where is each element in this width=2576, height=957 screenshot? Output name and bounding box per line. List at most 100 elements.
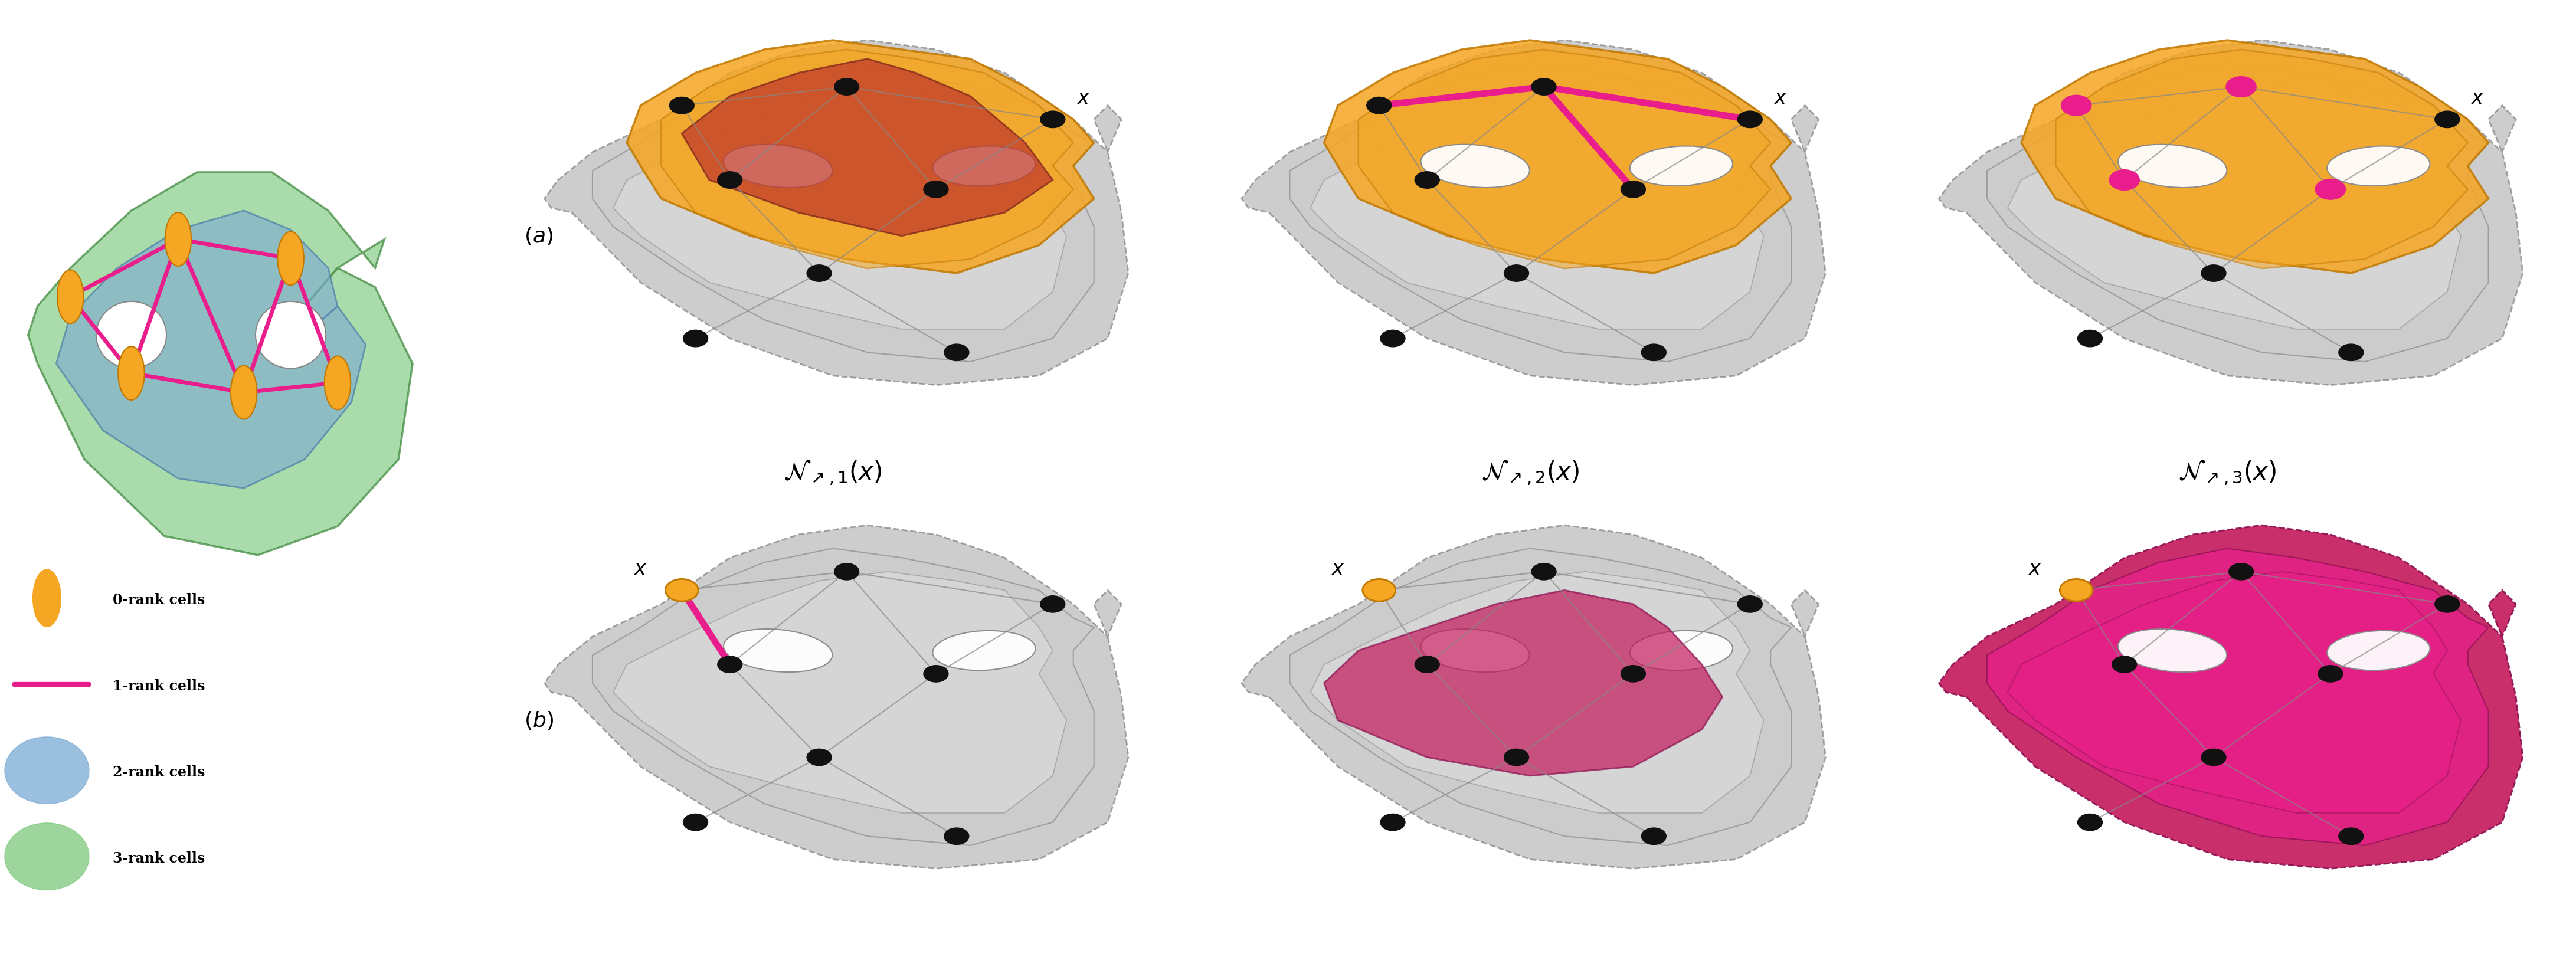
Circle shape bbox=[806, 265, 832, 281]
Circle shape bbox=[1363, 579, 1396, 601]
Polygon shape bbox=[1242, 40, 1826, 385]
Circle shape bbox=[925, 181, 948, 198]
Polygon shape bbox=[1986, 548, 2488, 845]
Title: $\mathcal{N}_{\nearrow,3}(x)$: $\mathcal{N}_{\nearrow,3}(x)$ bbox=[2179, 459, 2277, 487]
Circle shape bbox=[945, 828, 969, 844]
Text: $x$: $x$ bbox=[634, 559, 647, 579]
Ellipse shape bbox=[2117, 145, 2226, 188]
Circle shape bbox=[2061, 95, 2092, 116]
Circle shape bbox=[2112, 657, 2136, 673]
Text: 1-rank cells: 1-rank cells bbox=[113, 679, 206, 693]
Ellipse shape bbox=[1631, 631, 1734, 671]
Text: 2-rank cells: 2-rank cells bbox=[113, 766, 206, 779]
Circle shape bbox=[2202, 265, 2226, 281]
Circle shape bbox=[232, 366, 258, 419]
Polygon shape bbox=[1940, 525, 2522, 869]
Circle shape bbox=[1533, 564, 1556, 580]
Ellipse shape bbox=[724, 629, 832, 672]
Circle shape bbox=[1504, 749, 1528, 766]
Circle shape bbox=[1381, 330, 1404, 346]
Circle shape bbox=[719, 657, 742, 673]
Title: $\mathcal{N}_{\searrow,2}(x)$: $\mathcal{N}_{\searrow,2}(x)$ bbox=[1481, 0, 1579, 2]
Circle shape bbox=[1641, 344, 1667, 361]
Polygon shape bbox=[2022, 40, 2488, 273]
Circle shape bbox=[1533, 78, 1556, 95]
Text: $x$: $x$ bbox=[1077, 88, 1090, 108]
Polygon shape bbox=[626, 40, 1095, 273]
Ellipse shape bbox=[2117, 629, 2226, 672]
Polygon shape bbox=[2007, 571, 2460, 813]
Polygon shape bbox=[1940, 40, 2522, 385]
Ellipse shape bbox=[933, 146, 1036, 186]
Polygon shape bbox=[1358, 50, 1770, 269]
Text: $x$: $x$ bbox=[2470, 88, 2486, 108]
Polygon shape bbox=[1324, 590, 1723, 776]
Text: $(b)$: $(b)$ bbox=[523, 709, 554, 731]
Polygon shape bbox=[1242, 525, 1826, 869]
Circle shape bbox=[2061, 579, 2092, 601]
Polygon shape bbox=[57, 211, 366, 488]
Circle shape bbox=[1504, 265, 1528, 281]
Circle shape bbox=[835, 564, 858, 580]
Ellipse shape bbox=[933, 631, 1036, 671]
Ellipse shape bbox=[1631, 146, 1734, 186]
Circle shape bbox=[945, 344, 969, 361]
Polygon shape bbox=[28, 172, 412, 555]
Title: $\mathcal{N}_{\searrow,1}(x)$: $\mathcal{N}_{\searrow,1}(x)$ bbox=[783, 0, 881, 2]
Ellipse shape bbox=[5, 823, 90, 890]
Circle shape bbox=[2110, 169, 2141, 190]
Circle shape bbox=[1368, 97, 1391, 114]
Circle shape bbox=[806, 749, 832, 766]
Ellipse shape bbox=[724, 145, 832, 188]
Circle shape bbox=[1041, 111, 1064, 128]
Circle shape bbox=[1620, 665, 1646, 682]
Ellipse shape bbox=[5, 737, 90, 804]
Circle shape bbox=[278, 232, 304, 285]
Polygon shape bbox=[2056, 50, 2468, 269]
Circle shape bbox=[2228, 564, 2254, 580]
Circle shape bbox=[1414, 657, 1440, 673]
Ellipse shape bbox=[1422, 629, 1530, 672]
Circle shape bbox=[33, 569, 62, 627]
Circle shape bbox=[2316, 179, 2347, 200]
Circle shape bbox=[325, 356, 350, 410]
Polygon shape bbox=[544, 40, 1128, 385]
Polygon shape bbox=[662, 50, 1074, 269]
Polygon shape bbox=[2007, 87, 2460, 329]
Text: $(a)$: $(a)$ bbox=[523, 225, 554, 247]
Ellipse shape bbox=[255, 301, 325, 368]
Polygon shape bbox=[1311, 571, 1765, 813]
Ellipse shape bbox=[1422, 145, 1530, 188]
Polygon shape bbox=[613, 571, 1066, 813]
Polygon shape bbox=[1291, 548, 1790, 845]
Circle shape bbox=[2339, 344, 2362, 361]
Polygon shape bbox=[1986, 63, 2488, 362]
Circle shape bbox=[2202, 749, 2226, 766]
Polygon shape bbox=[1311, 87, 1765, 329]
Ellipse shape bbox=[2326, 631, 2429, 671]
Circle shape bbox=[2434, 596, 2460, 612]
Circle shape bbox=[1381, 813, 1404, 831]
Circle shape bbox=[2318, 665, 2342, 682]
Circle shape bbox=[1041, 596, 1064, 612]
Text: $x$: $x$ bbox=[1775, 88, 1788, 108]
Circle shape bbox=[1739, 111, 1762, 128]
Circle shape bbox=[835, 78, 858, 95]
Circle shape bbox=[2434, 111, 2460, 128]
Text: 3-rank cells: 3-rank cells bbox=[113, 852, 204, 865]
Circle shape bbox=[1620, 181, 1646, 198]
Circle shape bbox=[2339, 828, 2362, 844]
Circle shape bbox=[2079, 813, 2102, 831]
Title: $\mathcal{N}_{\nearrow,1}(x)$: $\mathcal{N}_{\nearrow,1}(x)$ bbox=[783, 459, 881, 487]
Polygon shape bbox=[613, 87, 1066, 329]
Circle shape bbox=[665, 579, 698, 601]
Polygon shape bbox=[683, 58, 1054, 235]
Polygon shape bbox=[1324, 40, 1790, 273]
Circle shape bbox=[118, 346, 144, 400]
Circle shape bbox=[683, 813, 708, 831]
Circle shape bbox=[2226, 77, 2257, 97]
Circle shape bbox=[2079, 330, 2102, 346]
Circle shape bbox=[165, 212, 191, 266]
Circle shape bbox=[683, 330, 708, 346]
Text: $x$: $x$ bbox=[1332, 559, 1345, 579]
